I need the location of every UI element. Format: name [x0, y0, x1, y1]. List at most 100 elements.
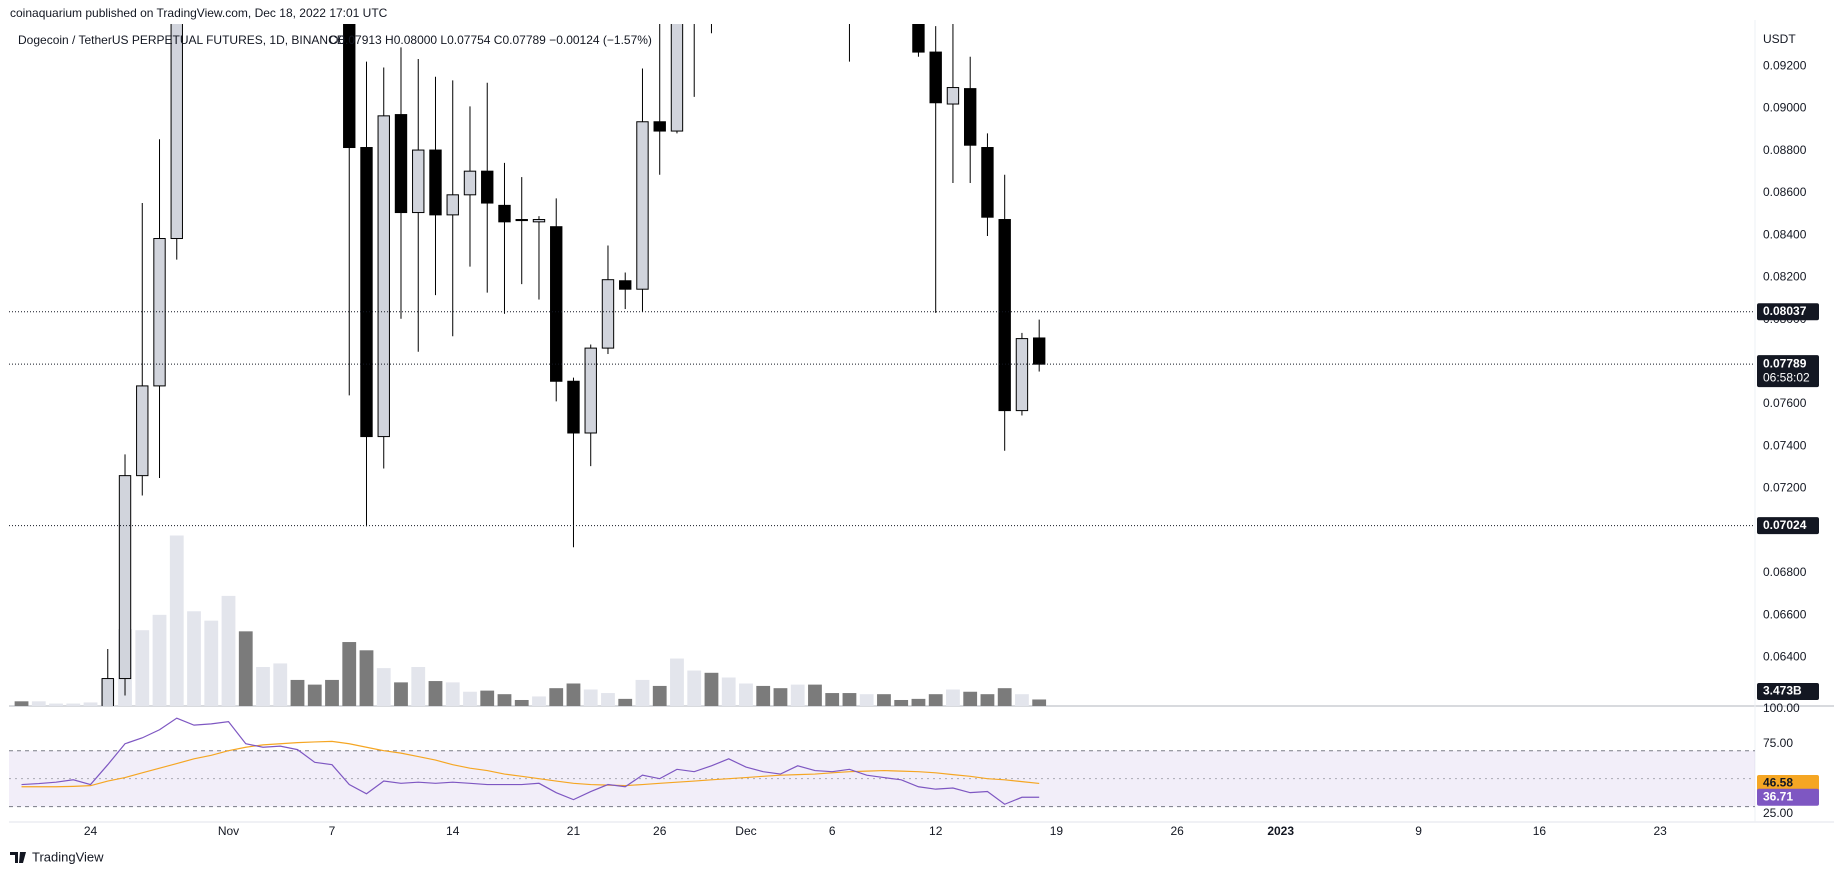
volume-label-bg	[1757, 682, 1819, 700]
volume-bar	[790, 684, 805, 706]
x-tick-label: 2023	[1267, 824, 1294, 838]
y-tick-label: 0.08200	[1763, 270, 1807, 284]
volume-bar	[1032, 699, 1047, 706]
header: coinaquarium published on TradingView.co…	[10, 6, 388, 20]
candle-body	[912, 24, 925, 53]
volume-bar	[376, 668, 391, 706]
volume-bar	[877, 694, 891, 706]
candle-body	[463, 170, 477, 196]
rsi-ma-label-bg	[1757, 774, 1819, 792]
volume-bar	[756, 685, 771, 706]
candle-body	[567, 380, 580, 434]
rsi-tick-label: 75.00	[1763, 736, 1793, 750]
candle-body	[446, 194, 459, 216]
volume-bar	[670, 658, 684, 706]
candle-body	[377, 115, 390, 438]
logo-mark	[10, 852, 26, 863]
x-tick-label: 23	[1653, 824, 1667, 838]
x-tick-label: 26	[1170, 824, 1184, 838]
volume-bar	[66, 703, 81, 706]
y-tick-label: 0.07600	[1763, 396, 1807, 410]
rsi-tick-label: 25.00	[1763, 806, 1793, 820]
volume-bar	[428, 681, 443, 706]
candle-body	[429, 149, 442, 216]
volume-bar	[583, 689, 598, 706]
footer-logo	[10, 852, 26, 863]
volume-bar	[394, 682, 408, 706]
volume-bar	[307, 684, 322, 706]
volume-bar	[480, 690, 495, 706]
volume-bar	[273, 663, 288, 706]
volume-bar	[997, 688, 1012, 706]
x-tick-label: 16	[1533, 824, 1547, 838]
volume-bar	[980, 694, 995, 706]
volume-bar	[411, 666, 426, 706]
candle-body	[360, 147, 373, 438]
candle-body	[1032, 337, 1046, 365]
candle-body	[998, 219, 1011, 412]
y-tick-label: 0.07200	[1763, 481, 1807, 495]
volume-bar	[445, 682, 460, 706]
x-tick-label: 6	[829, 824, 836, 838]
volume-bar	[825, 693, 840, 706]
x-tick-label: 26	[653, 824, 667, 838]
y-tick-label: 0.08800	[1763, 143, 1807, 157]
rsi-pane	[9, 717, 1755, 808]
rsi-ma-label: 46.58	[1763, 776, 1793, 790]
candle-body	[136, 385, 149, 477]
y-tick-label: 0.09000	[1763, 101, 1807, 115]
x-tick-label: Nov	[218, 824, 239, 838]
countdown-label: 06:58:02	[1763, 370, 1810, 384]
y-tick-label: 0.06400	[1763, 650, 1807, 664]
volume-bar	[187, 611, 201, 706]
volume-bar	[911, 698, 926, 706]
level-label: 0.08037	[1763, 304, 1807, 318]
x-tick-label: 9	[1415, 824, 1422, 838]
candle-body	[101, 678, 114, 706]
rsi-tick-label: 100.00	[1763, 701, 1800, 715]
candle-body	[636, 121, 649, 290]
volume-label: 3.473B	[1763, 684, 1802, 698]
volume-bar	[31, 701, 46, 706]
volume-bar	[152, 614, 167, 706]
candle-body	[550, 226, 563, 382]
x-tick-label: Dec	[735, 824, 756, 838]
candle-body	[670, 24, 684, 132]
volume-bar	[618, 698, 633, 706]
volume-bar	[739, 683, 753, 706]
volume-bar	[221, 595, 236, 706]
volume-bar	[204, 620, 219, 706]
volume-bar	[773, 688, 788, 706]
volume-bar	[721, 677, 736, 706]
candle-body	[481, 170, 494, 204]
last-price-badge	[1757, 355, 1819, 388]
y-tick-label: 0.09200	[1763, 58, 1807, 72]
volume-bar	[514, 699, 529, 706]
volume-bar	[963, 691, 978, 706]
level-label: 0.07024	[1763, 518, 1807, 532]
y-tick-label: 0.06600	[1763, 607, 1807, 621]
volume-bar	[842, 693, 857, 706]
x-tick-label: 19	[1050, 824, 1064, 838]
rsi-ma-line	[21, 740, 1040, 788]
y-tick-label: 0.08600	[1763, 185, 1807, 199]
axis-unit: USDT	[1763, 32, 1796, 46]
volume-bar	[497, 694, 512, 706]
candle-body	[118, 475, 132, 680]
y-tick-label: 0.07400	[1763, 438, 1807, 452]
candle-body	[532, 219, 546, 223]
candle-body	[601, 279, 615, 349]
candle-body	[498, 204, 511, 223]
volume-bar	[83, 702, 98, 706]
last-price-label: 0.07789	[1763, 356, 1807, 370]
volume-bar	[808, 684, 822, 706]
candle-body	[394, 114, 408, 214]
ohlc-legend: O0.07913 H0.08000 L0.07754 C0.07789 −0.0…	[329, 33, 652, 47]
volume-bar	[894, 699, 909, 706]
candle-body	[964, 88, 977, 146]
volume-bar	[566, 683, 581, 706]
volume-bar	[1015, 694, 1029, 706]
